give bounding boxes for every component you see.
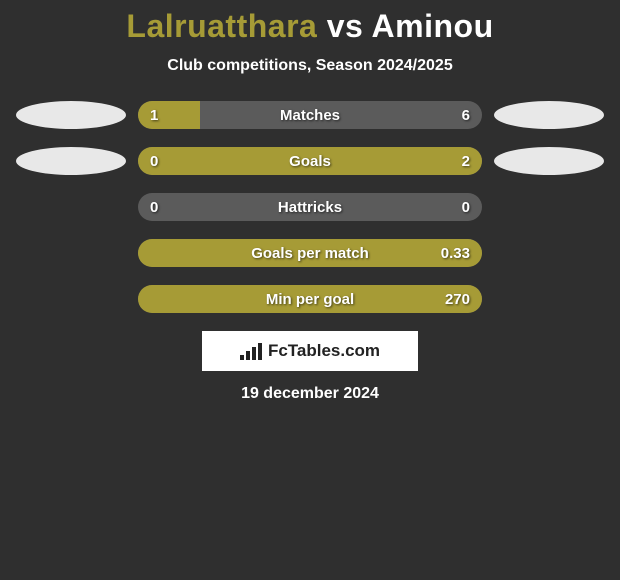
player1-oval bbox=[16, 147, 126, 175]
stat-bar: Goals per match0.33 bbox=[138, 239, 482, 267]
badge-text: FcTables.com bbox=[268, 341, 380, 361]
spacer bbox=[494, 193, 604, 221]
stat-label: Matches bbox=[138, 101, 482, 129]
title: Lalruatthara vs Aminou bbox=[0, 8, 620, 45]
stat-bar: 1Matches6 bbox=[138, 101, 482, 129]
stat-bar: Min per goal270 bbox=[138, 285, 482, 313]
player2-oval bbox=[494, 101, 604, 129]
player1-oval bbox=[16, 101, 126, 129]
stat-bar: 0Goals2 bbox=[138, 147, 482, 175]
container: Lalruatthara vs Aminou Club competitions… bbox=[0, 0, 620, 403]
stat-value-right: 0.33 bbox=[441, 239, 470, 267]
subtitle: Club competitions, Season 2024/2025 bbox=[0, 57, 620, 75]
spacer bbox=[16, 239, 126, 267]
stat-value-right: 270 bbox=[445, 285, 470, 313]
stat-row: 0Goals2 bbox=[0, 147, 620, 175]
stat-value-right: 0 bbox=[462, 193, 470, 221]
stat-row: 0Hattricks0 bbox=[0, 193, 620, 221]
spacer bbox=[494, 285, 604, 313]
title-player1: Lalruatthara bbox=[126, 8, 317, 44]
chart-icon bbox=[240, 342, 262, 360]
title-player2: Aminou bbox=[372, 8, 494, 44]
player2-oval bbox=[494, 147, 604, 175]
stat-row: 1Matches6 bbox=[0, 101, 620, 129]
stat-bar: 0Hattricks0 bbox=[138, 193, 482, 221]
stat-label: Goals per match bbox=[138, 239, 482, 267]
stat-value-right: 6 bbox=[462, 101, 470, 129]
fctables-badge: FcTables.com bbox=[202, 331, 418, 371]
stat-row: Goals per match0.33 bbox=[0, 239, 620, 267]
date: 19 december 2024 bbox=[0, 385, 620, 403]
stat-label: Goals bbox=[138, 147, 482, 175]
title-vs: vs bbox=[327, 8, 364, 44]
stat-row: Min per goal270 bbox=[0, 285, 620, 313]
spacer bbox=[16, 193, 126, 221]
stat-label: Min per goal bbox=[138, 285, 482, 313]
stat-value-right: 2 bbox=[462, 147, 470, 175]
spacer bbox=[494, 239, 604, 267]
stat-label: Hattricks bbox=[138, 193, 482, 221]
spacer bbox=[16, 285, 126, 313]
stat-rows: 1Matches60Goals20Hattricks0Goals per mat… bbox=[0, 101, 620, 313]
